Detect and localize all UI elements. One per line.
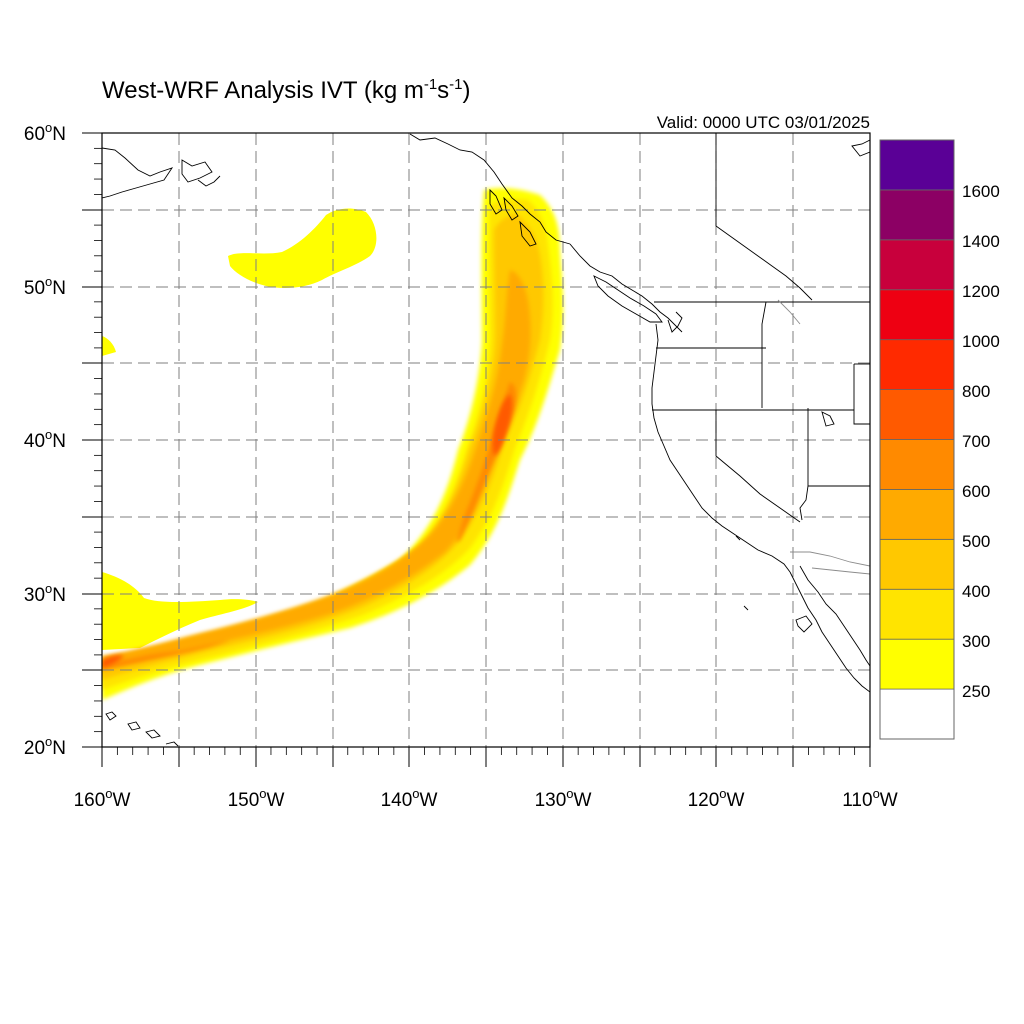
colorbar-box [879,189,955,241]
colorbar-label-1000: 1000 [962,332,1000,351]
colorbar-box [879,439,955,490]
ivt-blob-gulf-alaska [228,208,377,288]
colorbar-label-700: 700 [962,432,990,451]
map-panel [102,133,870,747]
title-sup1: -1 [424,76,437,93]
colorbar-boxes [879,139,955,740]
valid-time: Valid: 0000 UTC 03/01/2025 [657,113,870,132]
x-tick-label-150w: 150oW [228,786,285,811]
colorbar: 250 300 400 500 600 700 800 1000 1200 14… [879,139,1000,740]
major-ticks [82,132,871,767]
title-sup2: -1 [449,76,462,93]
colorbar-label-1200: 1200 [962,282,1000,301]
coastlines [102,133,870,747]
colorbar-box [879,538,955,590]
colorbar-box [879,239,955,291]
x-tick-label-110w: 110oW [842,786,898,811]
y-tick-label-50n: 50oN [24,274,66,299]
colorbar-label-1400: 1400 [962,232,1000,251]
colorbar-label-400: 400 [962,582,990,601]
colorbar-label-1600: 1600 [962,182,1000,201]
y-tick-label-20n: 20oN [24,734,66,759]
colorbar-box [879,139,955,191]
colorbar-label-500: 500 [962,532,990,551]
x-tick-label-140w: 140oW [381,786,438,811]
colorbar-box [879,638,955,690]
title-end: ) [463,77,471,104]
y-tick-label-40n: 40oN [24,427,66,452]
colorbar-label-300: 300 [962,632,990,651]
x-tick-labels: 160oW 150oW 140oW 130oW 120oW 110oW [74,786,898,811]
colorbar-box [879,489,955,540]
colorbar-frame [879,139,955,740]
colorbar-box [879,389,955,440]
y-tick-label-60n: 60oN [24,120,66,145]
figure-title: West-WRF Analysis IVT (kg m-1s-1) [102,76,471,104]
ivt-lobe-west [102,572,258,650]
x-tick-label-120w: 120oW [688,786,745,811]
colorbar-box [879,588,955,640]
colorbar-box [879,289,955,341]
colorbar-labels: 250 300 400 500 600 700 800 1000 1200 14… [962,182,1000,701]
colorbar-label-800: 800 [962,382,990,401]
colorbar-label-600: 600 [962,482,990,501]
minor-ticks [94,147,856,755]
political-borders [652,133,870,575]
colorbar-label-250: 250 [962,682,990,701]
x-tick-label-160w: 160oW [74,786,131,811]
lat-lon-grid [102,133,870,747]
y-tick-labels: 60oN 50oN 40oN 30oN 20oN [24,120,66,759]
colorbar-box [879,339,955,390]
title-main: West-WRF Analysis IVT (kg m [102,77,424,104]
ivt-band-250 [102,187,564,701]
ivt-band-300 [102,199,553,691]
ivt-band-400 [102,214,544,680]
ivt-patch-west [102,336,116,356]
title-mid: s [437,77,449,104]
y-tick-label-30n: 30oN [24,581,66,606]
x-tick-label-130w: 130oW [535,786,592,811]
ivt-field [102,187,564,701]
colorbar-box [879,688,955,740]
